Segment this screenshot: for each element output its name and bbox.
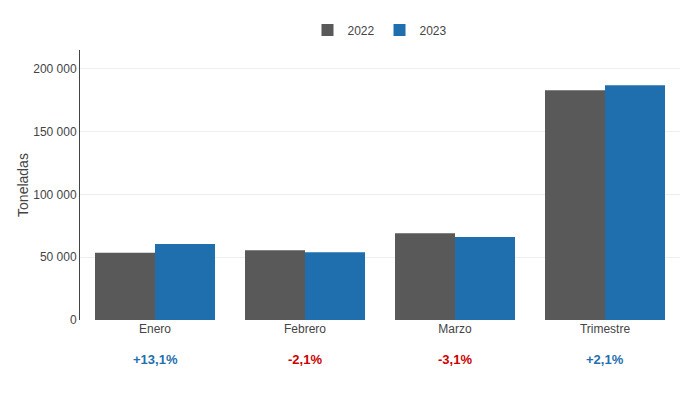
svg-text:-3,1%: -3,1% xyxy=(438,352,472,367)
svg-text:+13,1%: +13,1% xyxy=(133,352,178,367)
svg-text:Febrero: Febrero xyxy=(284,322,326,336)
svg-text:200 000: 200 000 xyxy=(33,62,77,76)
svg-text:2023: 2023 xyxy=(420,24,447,38)
svg-text:50 000: 50 000 xyxy=(40,250,77,264)
svg-text:-2,1%: -2,1% xyxy=(288,352,322,367)
svg-text:0: 0 xyxy=(70,313,77,327)
svg-text:150 000: 150 000 xyxy=(33,125,77,139)
svg-text:Enero: Enero xyxy=(139,322,171,336)
svg-text:100 000: 100 000 xyxy=(33,188,77,202)
svg-text:Trimestre: Trimestre xyxy=(580,322,631,336)
svg-text:Marzo: Marzo xyxy=(438,322,472,336)
svg-text:Toneladas: Toneladas xyxy=(15,153,31,217)
svg-text:2022: 2022 xyxy=(348,24,375,38)
svg-text:+2,1%: +2,1% xyxy=(586,352,624,367)
